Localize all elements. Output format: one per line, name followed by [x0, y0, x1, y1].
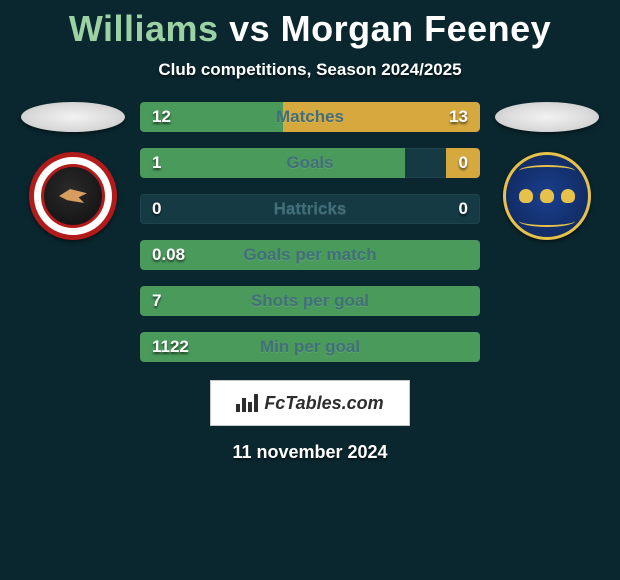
stat-label: Min per goal [260, 337, 360, 357]
stat-value-right: 13 [449, 107, 468, 127]
stat-label: Goals [286, 153, 333, 173]
stat-label: Goals per match [243, 245, 376, 265]
stat-value-left: 1122 [152, 337, 189, 357]
comparison-title: Williams vs Morgan Feeney [0, 0, 620, 50]
shrewsbury-crest [503, 152, 591, 240]
stat-bars: Matches 12 13 Goals 1 0 Hattricks 0 0 Goals per m… [140, 102, 480, 362]
stat-value-right: 0 [459, 153, 468, 173]
stat-label: Shots per goal [251, 291, 369, 311]
player2-avatar [495, 102, 599, 132]
main-layout: Matches 12 13 Goals 1 0 Hattricks 0 0 Goals per m… [0, 102, 620, 362]
chart-icon [236, 394, 258, 412]
stat-row: Hattricks 0 0 [140, 194, 480, 224]
stat-row: Goals 1 0 [140, 148, 480, 178]
stat-label: Matches [276, 107, 344, 127]
brand-badge[interactable]: FcTables.com [210, 380, 410, 426]
left-side [18, 102, 128, 240]
stat-row: Matches 12 13 [140, 102, 480, 132]
stat-fill-left [140, 148, 405, 178]
stat-row: Shots per goal 7 [140, 286, 480, 316]
walsall-bird-icon [59, 189, 87, 203]
vs-text: vs [229, 8, 270, 49]
stat-label: Hattricks [274, 199, 347, 219]
stat-row: Min per goal 1122 [140, 332, 480, 362]
stat-value-left: 7 [152, 291, 161, 311]
player2-name: Morgan Feeney [281, 8, 552, 49]
stat-value-right: 0 [459, 199, 468, 219]
date-label: 11 november 2024 [0, 442, 620, 463]
stat-value-left: 1 [152, 153, 161, 173]
subtitle: Club competitions, Season 2024/2025 [0, 60, 620, 80]
walsall-crest [29, 152, 117, 240]
right-side [492, 102, 602, 240]
shrewsbury-lions-icon [519, 184, 575, 208]
stat-value-left: 0.08 [152, 245, 185, 265]
stat-value-left: 12 [152, 107, 171, 127]
player1-avatar [21, 102, 125, 132]
stat-row: Goals per match 0.08 [140, 240, 480, 270]
player1-name: Williams [69, 8, 219, 49]
brand-label: FcTables.com [264, 393, 383, 414]
stat-value-left: 0 [152, 199, 161, 219]
